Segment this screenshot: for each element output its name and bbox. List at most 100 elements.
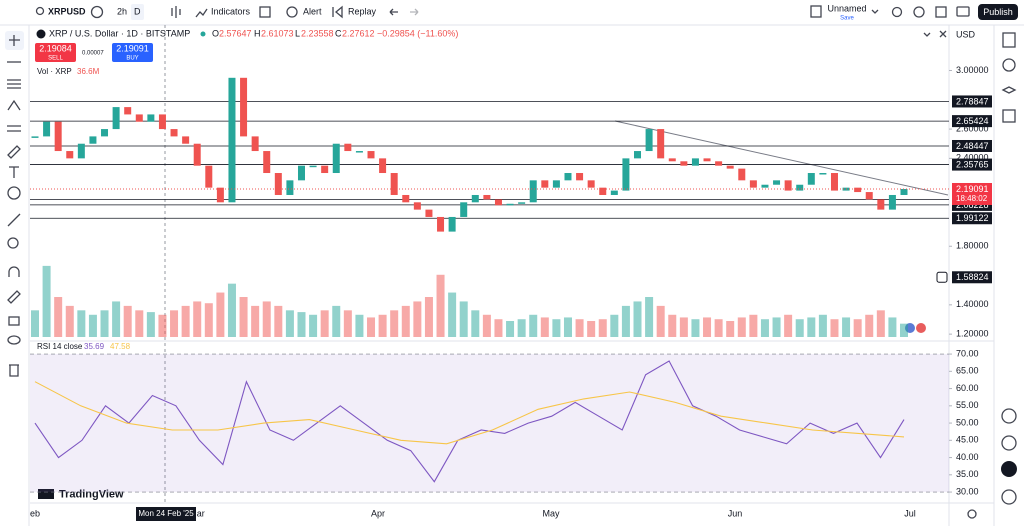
layout-name[interactable]: Unnamed: [827, 3, 866, 13]
volume-bar: [262, 301, 271, 337]
spread: 0.00007: [82, 51, 104, 57]
candle-body: [297, 165, 305, 181]
price-line-label-bg: [952, 139, 992, 152]
candle-body: [286, 180, 294, 195]
save-button[interactable]: Save: [840, 16, 854, 22]
volume-bar: [900, 323, 908, 337]
buy-price[interactable]: 2.19091: [116, 43, 149, 53]
currency[interactable]: USD: [956, 29, 976, 39]
pattern-tool[interactable]: [7, 99, 21, 111]
replay-button[interactable]: Replay: [348, 6, 377, 16]
candle-body: [402, 194, 410, 203]
rsi-ma-line: [34, 381, 905, 445]
symbol[interactable]: XRPUSD: [48, 6, 86, 16]
candle-body: [877, 199, 885, 210]
volume-bar: [401, 305, 410, 337]
watchlist[interactable]: [1002, 32, 1016, 48]
lock-tool[interactable]: [8, 316, 20, 326]
rsi-ma-value: 47.58: [110, 342, 131, 351]
apps[interactable]: [1001, 461, 1017, 477]
calendar[interactable]: [1002, 109, 1016, 123]
sell-label[interactable]: SELL: [48, 56, 63, 62]
remove-tool[interactable]: [9, 364, 19, 377]
candle-body: [900, 188, 908, 195]
last-price: 2.19091: [956, 184, 989, 194]
volume-bar: [807, 317, 816, 337]
help[interactable]: [1001, 435, 1017, 451]
layout-icon[interactable]: [810, 5, 822, 18]
alerts-panel[interactable]: [1002, 58, 1016, 72]
alert-button[interactable]: Alert: [303, 6, 322, 16]
zoom-tool[interactable]: [7, 237, 19, 249]
indicators-icon[interactable]: [195, 8, 208, 18]
notifications[interactable]: [1001, 489, 1017, 505]
rsi-value: 35.69: [84, 342, 105, 351]
buy-label[interactable]: BUY: [126, 56, 138, 62]
candle-body: [668, 158, 676, 162]
collapse[interactable]: [923, 32, 931, 37]
candle-body: [657, 129, 665, 159]
undo[interactable]: [389, 8, 398, 16]
volume-bar: [436, 274, 445, 337]
fullscreen[interactable]: [935, 6, 947, 18]
emoji-tool[interactable]: [7, 186, 21, 200]
hide-tool[interactable]: [7, 335, 21, 345]
last-price-bg: [952, 182, 992, 205]
publish-bg[interactable]: [978, 4, 1018, 20]
brush-tool[interactable]: [7, 145, 21, 159]
candle-body: [807, 173, 815, 185]
price-line-label-bg: [952, 95, 992, 108]
volume-bar: [309, 314, 318, 337]
ohlc-label: O: [212, 28, 219, 38]
ruler-tool[interactable]: [7, 213, 21, 227]
settings[interactable]: [913, 6, 925, 18]
price-tick-label: 2.40000: [956, 153, 989, 163]
volume-bar: [216, 292, 225, 337]
redo[interactable]: [410, 8, 419, 16]
crosshair-tool[interactable]: [9, 35, 20, 46]
axis-settings[interactable]: [967, 509, 977, 519]
rsi-tick-label: 45.00: [956, 435, 979, 445]
price-line-label: 1.99122: [956, 213, 989, 223]
candle-body: [193, 143, 201, 166]
draw-mode[interactable]: [7, 290, 21, 304]
magnet-tool[interactable]: [8, 266, 20, 277]
volume-bar: [135, 310, 144, 337]
indicators-button[interactable]: Indicators: [211, 6, 251, 16]
candle-body: [309, 165, 317, 168]
volume-bar: [424, 297, 433, 337]
ideas[interactable]: [1001, 408, 1017, 424]
event-flag[interactable]: [916, 323, 926, 333]
candle-body: [379, 158, 387, 174]
volume-bar: [343, 310, 352, 337]
interval[interactable]: 2h: [117, 6, 127, 16]
layout-menu[interactable]: [871, 9, 879, 14]
layers[interactable]: [1001, 86, 1017, 94]
replay-icon[interactable]: [332, 5, 343, 19]
search-icon[interactable]: [35, 6, 45, 16]
volume-bar: [31, 310, 39, 337]
trendline: [614, 120, 949, 196]
quick-search[interactable]: [891, 6, 903, 18]
close-pane[interactable]: [939, 30, 947, 38]
sell-button[interactable]: [35, 43, 76, 62]
text-tool[interactable]: [9, 166, 19, 178]
add-symbol[interactable]: [90, 5, 104, 19]
projection-tool[interactable]: [7, 125, 21, 132]
candle-body: [599, 187, 607, 195]
sell-price[interactable]: 2.19084: [39, 43, 72, 53]
interval-active[interactable]: D: [134, 6, 141, 16]
volume-bar: [482, 314, 491, 337]
buy-button[interactable]: [112, 43, 153, 62]
chart-type-icon[interactable]: [171, 6, 181, 18]
layout-icon[interactable]: [259, 6, 271, 18]
volume-bar: [540, 317, 549, 337]
screenshot[interactable]: [956, 6, 970, 17]
rsi-line: [34, 360, 905, 483]
fib-tool[interactable]: [7, 79, 21, 89]
publish-button[interactable]: Publish: [983, 7, 1013, 17]
volume-bar: [760, 319, 769, 337]
candle-body: [332, 143, 340, 174]
alert-icon[interactable]: [286, 6, 298, 18]
candle-body: [216, 187, 224, 203]
